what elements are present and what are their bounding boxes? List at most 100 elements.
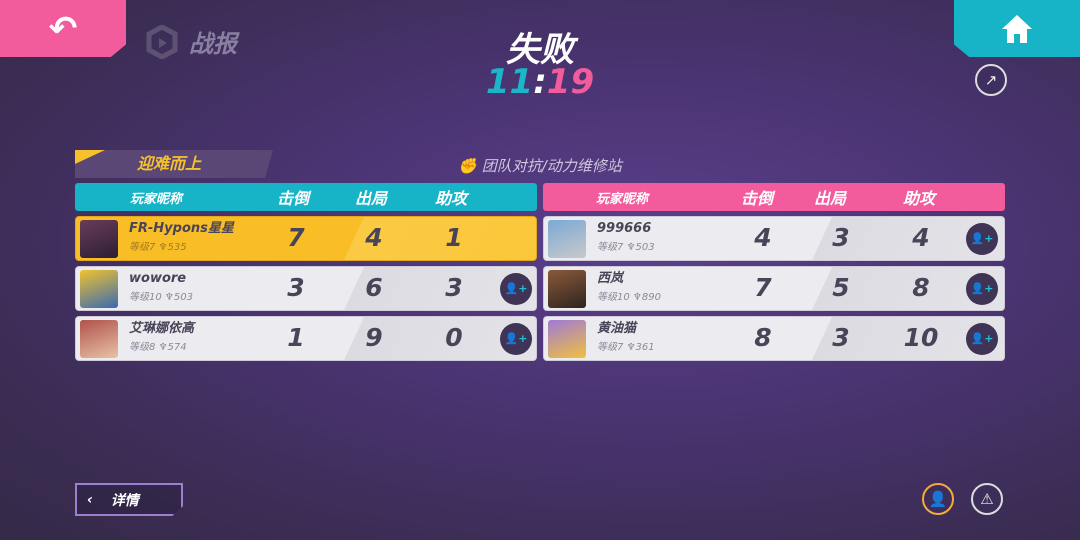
kills-value: 8 <box>754 323 772 352</box>
deaths-value: 6 <box>365 273 383 302</box>
add-friend-button[interactable]: 👤 + <box>966 223 998 255</box>
blue-team-table: 玩家昵称 击倒 出局 助攻 FR-Hypons星星 等级7 ♆535 7 4 1… <box>75 183 537 361</box>
kills-value: 4 <box>754 223 772 252</box>
player-score: 503 <box>173 292 193 303</box>
col-assists: 助攻 <box>435 189 468 208</box>
kills-value: 7 <box>754 273 772 302</box>
player-level: 等级8 <box>129 342 156 353</box>
player-level: 等级10 <box>597 292 630 303</box>
section-tag: 迎难而上 <box>75 150 273 178</box>
player-avatar[interactable] <box>548 320 586 358</box>
player-avatar[interactable] <box>548 270 586 308</box>
assists-value: 1 <box>445 223 463 252</box>
add-friend-icon: 👤 <box>970 282 985 295</box>
player-level-score: 等级7 ♆503 <box>597 241 655 254</box>
match-timer: 11:19 <box>440 62 640 102</box>
add-friend-icon: 👤 <box>504 332 519 345</box>
pink-team-table: 玩家昵称 击倒 出局 助攻 999666 等级7 ♆503 4 3 4 👤 + 西… <box>543 183 1005 361</box>
share-icon: ↗ <box>984 71 998 89</box>
kills-value: 3 <box>287 273 305 302</box>
game-mode: ✊ 团队对抗/动力维修站 <box>340 155 740 176</box>
deaths-value: 3 <box>832 223 850 252</box>
battle-report-title: 战报 <box>145 24 237 59</box>
player-avatar[interactable] <box>80 270 118 308</box>
fist-icon: ✊ <box>458 157 477 175</box>
warning-icon: ⚠ <box>980 490 994 508</box>
col-assists: 助攻 <box>903 189 936 208</box>
chevron-left-icon: ‹ <box>87 491 93 508</box>
timer-seconds: 19 <box>546 62 595 102</box>
assists-value: 0 <box>445 323 463 352</box>
trophy-icon: ♆ <box>632 292 642 303</box>
player-avatar[interactable] <box>80 320 118 358</box>
player-name: FR-Hypons星星 <box>129 221 234 236</box>
player-level-score: 等级7 ♆361 <box>597 341 655 354</box>
player-avatar[interactable] <box>80 220 118 258</box>
add-friend-icon: 👤 <box>504 282 519 295</box>
add-friend-button[interactable]: 👤 <box>922 483 954 515</box>
deaths-value: 4 <box>365 223 383 252</box>
share-button[interactable]: ↗ <box>975 64 1007 96</box>
deaths-value: 3 <box>832 323 850 352</box>
kills-value: 7 <box>287 223 305 252</box>
trophy-icon: ♆ <box>158 242 168 253</box>
player-level: 等级10 <box>129 292 162 303</box>
player-name: 艾琳娜依高 <box>129 321 195 336</box>
timer-minutes: 11 <box>485 62 534 102</box>
trophy-icon: ♆ <box>626 242 636 253</box>
plus-icon: + <box>518 332 528 345</box>
undo-arrow-icon: ↶ <box>48 8 78 49</box>
mode-label: 团队对抗/动力维修站 <box>481 157 622 175</box>
assists-value: 8 <box>912 273 930 302</box>
player-row[interactable]: FR-Hypons星星 等级7 ♆535 7 4 1 <box>75 216 537 261</box>
deaths-value: 9 <box>365 323 383 352</box>
player-avatar[interactable] <box>548 220 586 258</box>
add-friend-button[interactable]: 👤 + <box>966 323 998 355</box>
player-row[interactable]: 西岚 等级10 ♆890 7 5 8 👤 + <box>543 266 1005 311</box>
home-button[interactable] <box>954 0 1080 57</box>
report-label: 战报 <box>189 30 237 58</box>
col-kills: 击倒 <box>741 189 774 208</box>
assists-value: 3 <box>445 273 463 302</box>
player-score: 535 <box>167 242 187 253</box>
match-result: 失败 <box>506 30 574 70</box>
player-level: 等级7 <box>129 242 156 253</box>
timer-separator: : <box>533 62 547 102</box>
player-level-score: 等级8 ♆574 <box>129 341 187 354</box>
player-score: 503 <box>635 242 655 253</box>
player-row[interactable]: 黄油猫 等级7 ♆361 8 3 10 👤 + <box>543 316 1005 361</box>
report-player-button[interactable]: ⚠ <box>971 483 1003 515</box>
add-friend-icon: 👤 <box>928 490 948 508</box>
col-kills: 击倒 <box>277 189 310 208</box>
col-deaths: 出局 <box>355 189 388 208</box>
plus-icon: + <box>518 282 528 295</box>
table-header: 玩家昵称 击倒 出局 助攻 <box>543 183 1005 211</box>
player-row[interactable]: 999666 等级7 ♆503 4 3 4 👤 + <box>543 216 1005 261</box>
details-button[interactable]: ‹ 详情 <box>75 483 183 516</box>
table-header: 玩家昵称 击倒 出局 助攻 <box>75 183 537 211</box>
player-level: 等级7 <box>597 342 624 353</box>
player-name: 黄油猫 <box>597 321 637 336</box>
add-friend-button[interactable]: 👤 + <box>500 273 532 305</box>
add-friend-button[interactable]: 👤 + <box>966 273 998 305</box>
report-logo-icon <box>146 24 178 59</box>
trophy-icon: ♆ <box>626 342 636 353</box>
back-button[interactable]: ↶ <box>0 0 126 57</box>
player-score: 890 <box>641 292 661 303</box>
trophy-icon: ♆ <box>158 342 168 353</box>
player-row[interactable]: 艾琳娜依高 等级8 ♆574 1 9 0 👤 + <box>75 316 537 361</box>
player-name: 999666 <box>597 221 652 236</box>
player-row[interactable]: wowore 等级10 ♆503 3 6 3 👤 + <box>75 266 537 311</box>
player-name: wowore <box>129 271 187 286</box>
add-friend-icon: 👤 <box>970 232 985 245</box>
add-friend-icon: 👤 <box>970 332 985 345</box>
details-label: 详情 <box>110 492 139 509</box>
col-name: 玩家昵称 <box>596 191 649 207</box>
col-name: 玩家昵称 <box>130 191 183 207</box>
player-level-score: 等级7 ♆535 <box>129 241 187 254</box>
deaths-value: 5 <box>832 273 850 302</box>
assists-value: 10 <box>903 323 939 352</box>
add-friend-button[interactable]: 👤 + <box>500 323 532 355</box>
kills-value: 1 <box>287 323 305 352</box>
plus-icon: + <box>984 232 994 245</box>
